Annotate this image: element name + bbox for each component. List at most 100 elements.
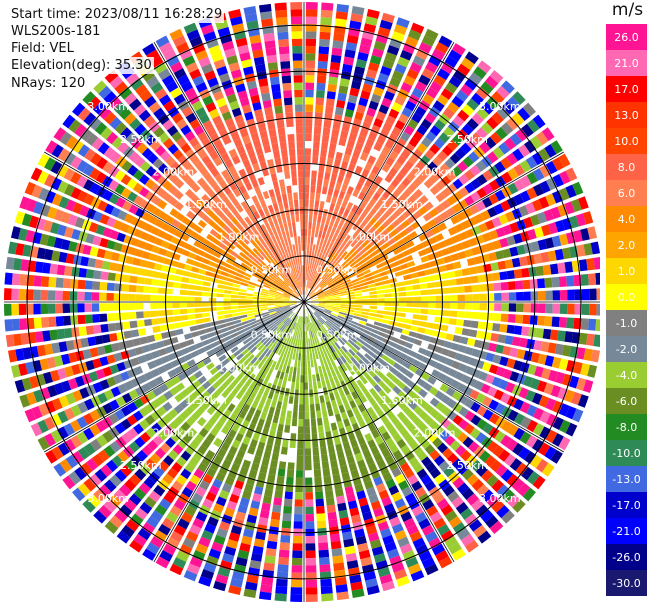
ppi-gate bbox=[368, 287, 377, 292]
ppi-gate bbox=[332, 253, 339, 261]
ppi-gate bbox=[454, 352, 464, 362]
ppi-gate bbox=[277, 468, 286, 477]
ppi-gate bbox=[429, 511, 443, 523]
ring-label: 1.00km bbox=[218, 231, 260, 244]
ppi-gate bbox=[169, 505, 182, 517]
ppi-gate bbox=[291, 572, 303, 581]
ppi-gate bbox=[341, 395, 349, 405]
ppi-gate bbox=[595, 319, 600, 332]
ppi-gate bbox=[261, 457, 270, 467]
ppi-gate bbox=[293, 396, 299, 405]
ppi-gate bbox=[320, 585, 333, 595]
ppi-gate bbox=[388, 485, 400, 496]
ppi-gate bbox=[500, 469, 514, 482]
ppi-gate bbox=[418, 206, 428, 216]
ppi-gate bbox=[248, 382, 256, 391]
ppi-gate bbox=[79, 205, 90, 217]
ppi-gate bbox=[32, 231, 43, 245]
ppi-gate bbox=[292, 550, 303, 559]
ppi-gate bbox=[166, 55, 180, 67]
ppi-gate bbox=[519, 256, 528, 267]
ppi-gate bbox=[376, 310, 385, 315]
ppi-gate bbox=[361, 311, 370, 316]
ppi-gate bbox=[577, 196, 589, 210]
ppi-gate bbox=[152, 158, 164, 169]
ppi-gate bbox=[249, 231, 257, 240]
ppi-gate bbox=[367, 62, 380, 72]
ppi-gate bbox=[342, 263, 350, 270]
ppi-gate bbox=[422, 262, 432, 270]
ppi-gate bbox=[401, 416, 411, 427]
ppi-gate bbox=[134, 248, 144, 258]
ppi-gate bbox=[389, 256, 398, 263]
ppi-gate bbox=[37, 153, 50, 168]
ppi-gate bbox=[122, 392, 133, 404]
ppi-gate bbox=[287, 286, 294, 293]
ppi-gate bbox=[121, 312, 130, 320]
ppi-gate bbox=[480, 210, 491, 221]
ppi-gate bbox=[586, 258, 595, 271]
ppi-gate bbox=[338, 269, 346, 276]
ppi-gate bbox=[405, 36, 419, 48]
ppi-gate bbox=[327, 280, 335, 286]
ppi-gate bbox=[364, 204, 373, 213]
ppi-gate bbox=[317, 343, 323, 351]
ppi-gate bbox=[133, 398, 144, 409]
ppi-gate bbox=[355, 388, 364, 397]
ppi-gate bbox=[500, 392, 511, 404]
ppi-gate bbox=[62, 278, 71, 289]
ppi-gate bbox=[295, 382, 300, 390]
ppi-gate bbox=[137, 374, 148, 385]
ppi-gate bbox=[32, 359, 43, 373]
ppi-gate bbox=[241, 348, 250, 356]
ppi-gate bbox=[445, 207, 456, 217]
ppi-gate bbox=[283, 280, 290, 287]
ppi-gate bbox=[88, 222, 99, 233]
ppi-gate bbox=[144, 352, 154, 362]
ppi-gate bbox=[322, 127, 331, 136]
ppi-gate bbox=[248, 222, 256, 231]
ppi-gate bbox=[106, 292, 114, 301]
ppi-gate bbox=[291, 267, 295, 275]
ppi-gate bbox=[223, 294, 232, 298]
ppi-gate bbox=[375, 33, 389, 44]
ppi-gate bbox=[235, 83, 246, 93]
ppi-gate bbox=[68, 240, 78, 252]
ppi-gate bbox=[282, 303, 290, 306]
ppi-gate bbox=[543, 382, 555, 395]
ppi-gate bbox=[596, 288, 600, 301]
ppi-gate bbox=[374, 435, 384, 445]
ppi-gate bbox=[429, 397, 440, 408]
ppi-gate bbox=[317, 425, 324, 433]
ppi-gate bbox=[339, 517, 350, 526]
ppi-gate bbox=[512, 442, 525, 456]
ppi-gate bbox=[36, 344, 46, 357]
ppi-gate bbox=[252, 228, 260, 237]
ppi-gate bbox=[156, 418, 168, 429]
ppi-gate bbox=[291, 31, 303, 39]
ppi-gate bbox=[293, 274, 298, 282]
ppi-gate bbox=[221, 380, 231, 389]
ppi-gate bbox=[226, 220, 235, 230]
ppi-gate bbox=[377, 331, 386, 338]
ppi-gate bbox=[196, 234, 206, 243]
ppi-gate bbox=[458, 363, 468, 373]
ppi-gate bbox=[381, 242, 390, 250]
ppi-gate bbox=[320, 402, 327, 411]
ppi-gate bbox=[209, 287, 218, 293]
ppi-gate bbox=[237, 44, 250, 55]
ppi-gate bbox=[148, 490, 161, 503]
ppi-gate bbox=[298, 330, 301, 339]
ppi-gate bbox=[294, 492, 303, 500]
ppi-gate bbox=[545, 160, 558, 175]
ppi-gate bbox=[261, 240, 268, 249]
ring-label: 1.00km bbox=[348, 231, 390, 244]
ppi-gate bbox=[143, 319, 153, 327]
ppi-gate bbox=[441, 406, 452, 417]
ppi-gate bbox=[335, 182, 342, 191]
ppi-gate bbox=[210, 341, 219, 348]
ppi-gate bbox=[408, 456, 420, 468]
ppi-gate bbox=[324, 290, 332, 294]
ppi-gate bbox=[470, 132, 483, 145]
ppi-gate bbox=[213, 329, 222, 336]
